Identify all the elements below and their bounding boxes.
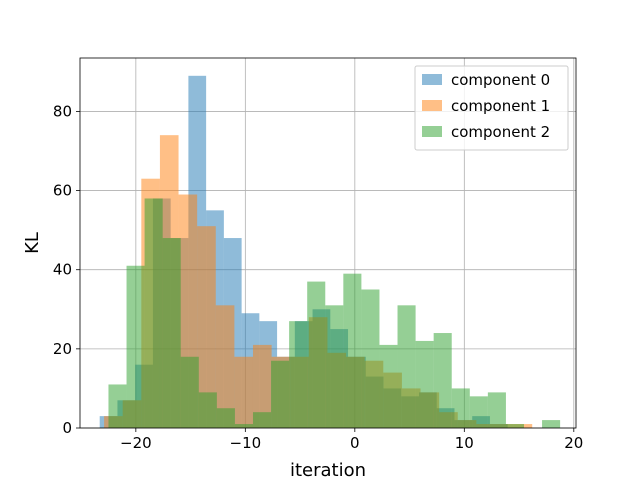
histogram-bar — [234, 356, 253, 428]
histogram-bar — [252, 412, 272, 428]
legend-swatch — [422, 100, 442, 111]
histogram-bar — [215, 305, 235, 428]
y-axis-label: KL — [22, 232, 43, 254]
histogram-bar — [361, 289, 380, 428]
x-tick-label: 10 — [455, 434, 474, 452]
histogram-bar — [180, 356, 199, 428]
legend-label: component 2 — [451, 123, 550, 141]
histogram-bar — [234, 424, 253, 428]
x-tick-label: 20 — [564, 434, 583, 452]
histogram-bar — [252, 344, 272, 428]
histogram-bar — [197, 226, 216, 428]
histogram-bar — [216, 408, 235, 428]
histogram-bar — [505, 424, 524, 428]
histogram-bar — [343, 273, 362, 428]
axis-ticks: −20 −10 0 10 20 0 20 40 60 80 — [53, 102, 583, 452]
histogram-bar — [108, 384, 127, 428]
x-tick-label: −10 — [230, 434, 262, 452]
histogram-bar — [397, 305, 416, 428]
histogram-bar — [289, 321, 308, 428]
histogram-bar — [542, 420, 561, 428]
x-tick-label: 0 — [350, 434, 360, 452]
histogram-bar — [271, 360, 290, 428]
histogram-bar — [198, 392, 217, 428]
histogram-bar — [433, 333, 452, 428]
x-axis-label: iteration — [290, 460, 366, 480]
y-tick-label: 60 — [53, 182, 72, 200]
histogram-bar — [162, 238, 181, 428]
series-2-bars — [108, 198, 561, 428]
y-tick-label: 0 — [62, 419, 72, 437]
y-tick-label: 40 — [53, 261, 72, 279]
legend-swatch — [422, 126, 442, 137]
x-tick-label: −20 — [120, 434, 152, 452]
histogram-bar — [307, 281, 326, 428]
y-tick-label: 80 — [53, 102, 72, 120]
histogram-bars — [99, 75, 561, 428]
histogram-bar — [379, 344, 398, 428]
legend-label: component 1 — [451, 97, 550, 115]
histogram-bar — [469, 396, 488, 428]
legend-label: component 0 — [451, 71, 550, 89]
histogram-bar — [415, 340, 434, 428]
histogram-bar — [126, 265, 145, 428]
axes-frame — [79, 57, 577, 429]
histogram-bar — [451, 388, 470, 428]
histogram-bar — [487, 392, 506, 428]
legend-swatch — [422, 74, 442, 85]
y-tick-label: 20 — [53, 340, 72, 358]
legend-box — [414, 65, 569, 151]
histogram-bar — [144, 198, 163, 428]
legend: component 0 component 1 component 2 — [414, 65, 569, 151]
histogram-bar — [325, 305, 344, 428]
